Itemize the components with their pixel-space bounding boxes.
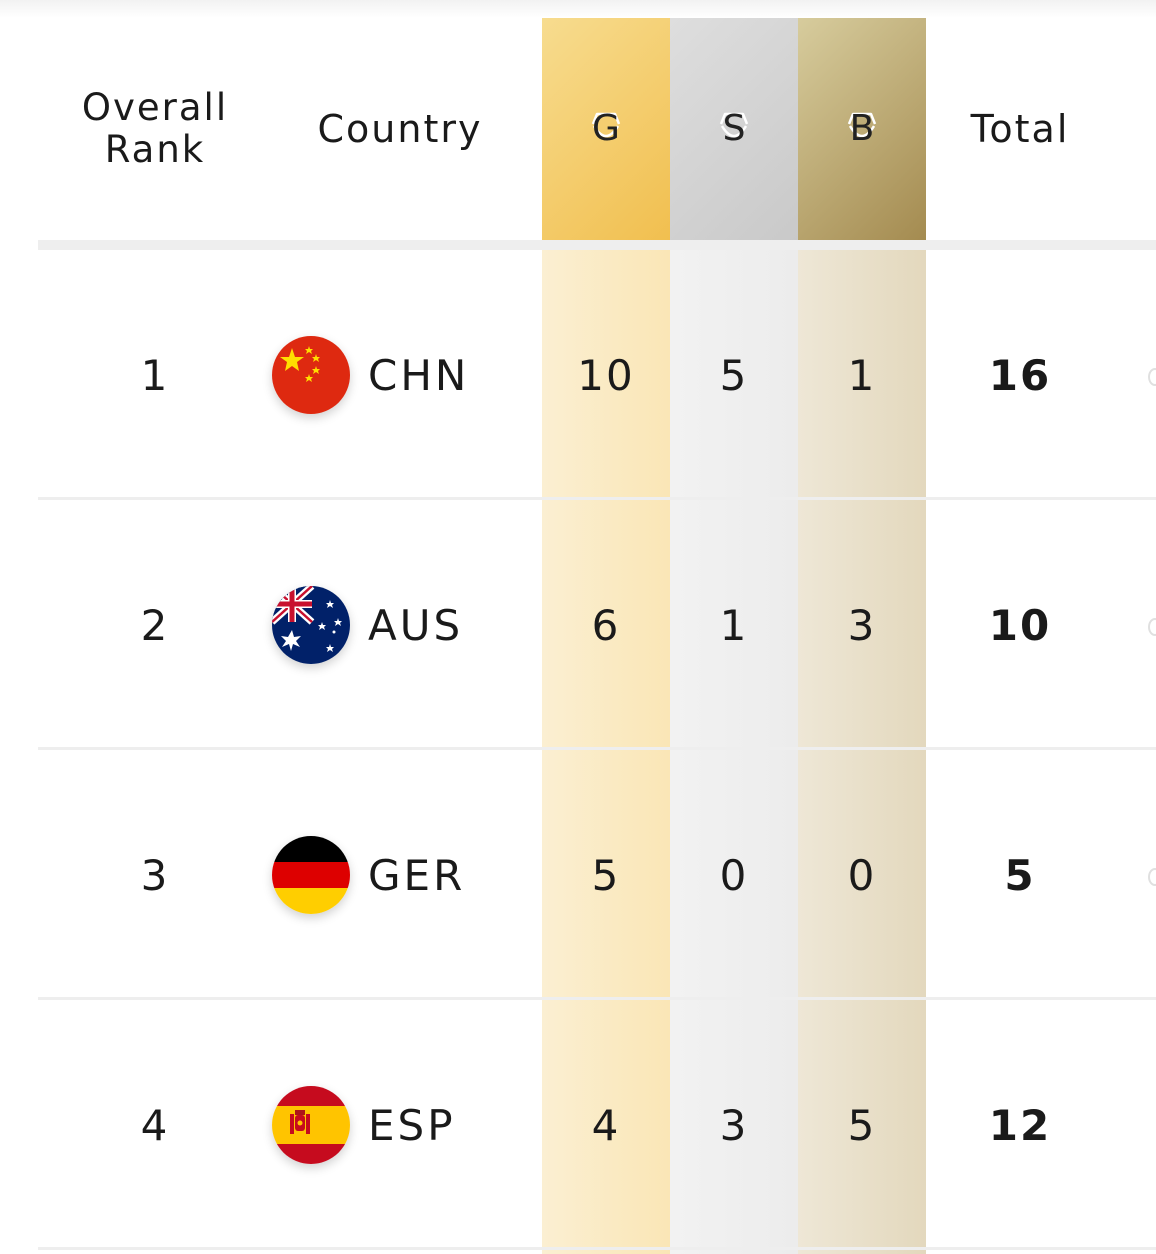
bronze-column-background (798, 250, 926, 1254)
silver-column-background (670, 250, 798, 1254)
header-rank-line1: Overall (81, 86, 229, 129)
header-total-label: Total (970, 107, 1070, 151)
header-silver[interactable]: S (670, 18, 798, 240)
germany-flag-icon (272, 836, 350, 914)
total-count: 16 (988, 350, 1052, 400)
header-country-label: Country (317, 107, 483, 151)
edge-mark (1148, 618, 1156, 636)
country-code[interactable]: ESP (368, 1100, 456, 1150)
silver-count: 1 (719, 600, 749, 650)
rank-cell: 4 (140, 1100, 170, 1150)
row-divider (38, 497, 1156, 500)
total-count: 5 (1004, 850, 1036, 900)
australia-flag-icon (272, 586, 350, 664)
country-code[interactable]: GER (368, 850, 466, 900)
table-row[interactable]: 4 ESP 4 3 5 12 (38, 1000, 1156, 1250)
country-code[interactable]: AUS (368, 600, 464, 650)
total-count: 12 (988, 1100, 1052, 1150)
silver-count: 0 (719, 850, 749, 900)
gold-column-background (542, 250, 670, 1254)
edge-mark (1148, 868, 1156, 886)
silver-medal-icon (719, 112, 749, 138)
rank-cell: 1 (140, 350, 170, 400)
bronze-count: 1 (847, 350, 877, 400)
china-flag-icon (272, 336, 350, 414)
table-row[interactable]: 1 CHN 10 5 1 16 (38, 250, 1156, 500)
country-code[interactable]: CHN (368, 350, 470, 400)
gold-count: 10 (577, 350, 635, 400)
total-count: 10 (988, 600, 1052, 650)
header-bronze[interactable]: B (798, 18, 926, 240)
header-total[interactable]: Total (930, 18, 1110, 240)
header-bronze-letter: B (849, 108, 875, 149)
silver-count: 3 (719, 1100, 749, 1150)
header-gold-letter: G (592, 108, 620, 149)
gold-count: 4 (591, 1100, 621, 1150)
header-rank-line2: Rank (104, 128, 206, 171)
bronze-medal-icon (847, 112, 877, 138)
header-divider (38, 240, 1156, 250)
gold-count: 5 (591, 850, 621, 900)
header-silver-letter: S (722, 108, 746, 149)
silver-count: 5 (719, 350, 749, 400)
gold-count: 6 (591, 600, 621, 650)
header-country[interactable]: Country (290, 18, 510, 240)
table-row[interactable]: 2 (38, 500, 1156, 750)
table-row[interactable]: 3 GER 5 0 0 5 (38, 750, 1156, 1000)
bronze-count: 0 (847, 850, 877, 900)
table-header: Overall Rank Country G S (0, 18, 1156, 240)
bronze-count: 5 (847, 1100, 877, 1150)
row-divider (38, 997, 1156, 1000)
rank-cell: 2 (140, 600, 170, 650)
spain-flag-icon (272, 1086, 350, 1164)
bronze-count: 3 (847, 600, 877, 650)
header-gold[interactable]: G (542, 18, 670, 240)
top-band (0, 0, 1156, 18)
row-divider (38, 1247, 1156, 1250)
edge-mark (1148, 368, 1156, 386)
rank-cell: 3 (140, 850, 170, 900)
header-overall-rank[interactable]: Overall Rank (60, 18, 250, 240)
gold-medal-icon (591, 112, 621, 138)
row-divider (38, 747, 1156, 750)
